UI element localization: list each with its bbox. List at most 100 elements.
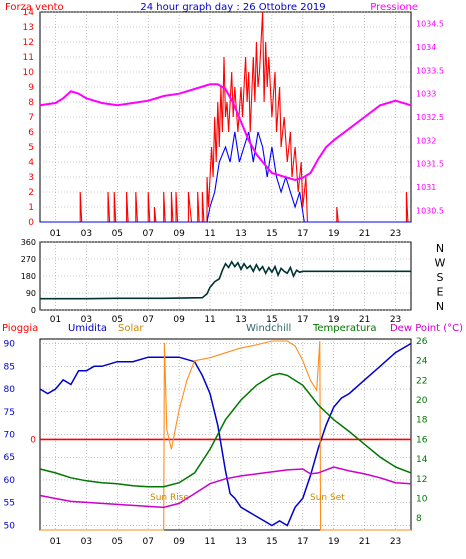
compass-letter: N xyxy=(436,242,444,255)
pressure-ticks: 1030.5 1031 1031.5 1032 1032.5 1033 1033.5 1034… xyxy=(416,20,444,216)
wind-speed-tick-label: 2 xyxy=(28,188,34,198)
direction-tick-label: 180 xyxy=(21,272,36,281)
direction-hour-label: 05 xyxy=(112,315,123,325)
wind-speed-tick-label: 14 xyxy=(23,8,35,18)
wind-speed-tick-label: 0 xyxy=(28,218,34,228)
wind-hour-label: 19 xyxy=(328,229,340,239)
wind-speed-tick-label: 6 xyxy=(28,128,34,138)
wind-hour-label: 13 xyxy=(235,229,246,239)
temperature-tick-label: 10 xyxy=(416,494,428,504)
wind-pressure-series xyxy=(39,11,412,223)
direction-degree-ticks: 0 90 180 270 360 xyxy=(21,238,36,315)
wind-hour-label: 01 xyxy=(50,229,61,239)
wind-hour-label: 17 xyxy=(297,229,308,239)
temperature-tick-label: 12 xyxy=(416,475,427,485)
climate-legend: Pioggia Umidita Solar Windchill Temperat… xyxy=(2,323,463,334)
humidity-tick-label: 60 xyxy=(4,476,16,486)
wind-hour-label: 03 xyxy=(81,229,92,239)
wind-speed-tick-label: 11 xyxy=(23,53,34,63)
climate-series xyxy=(39,340,412,531)
humidity-tick-label: 85 xyxy=(4,362,15,372)
temperature-ticks: 8 10 12 14 16 18 20 22 24 26 xyxy=(416,337,428,524)
direction-hour-label: 03 xyxy=(81,315,92,325)
compass-letter: W xyxy=(435,257,446,270)
pressure-tick-label: 1034 xyxy=(416,43,436,52)
wind-hour-label: 09 xyxy=(173,229,185,239)
wind-hour-label: 23 xyxy=(390,229,401,239)
legend-humidity: Umidita xyxy=(68,323,107,334)
direction-tick-label: 90 xyxy=(26,289,36,298)
pressure-tick-label: 1031 xyxy=(416,183,436,192)
temperature-tick-label: 20 xyxy=(416,396,428,406)
series-line-temperature xyxy=(39,372,412,488)
direction-hour-label: 15 xyxy=(266,315,277,325)
climate-hour-label: 23 xyxy=(390,537,401,547)
legend-dew-point: Dew Point (°C) xyxy=(390,323,463,334)
humidity-tick-label: 80 xyxy=(4,385,16,395)
temperature-tick-label: 24 xyxy=(416,357,428,367)
compass-letter: E xyxy=(437,286,444,299)
climate-hour-label: 21 xyxy=(359,537,370,547)
wind-hour-label: 05 xyxy=(112,229,123,239)
humidity-tick-label: 70 xyxy=(4,431,16,441)
temperature-tick-label: 8 xyxy=(416,514,422,524)
direction-hour-label: 19 xyxy=(328,315,340,325)
legend-windchill: Windchill xyxy=(246,323,291,334)
compass-letter: S xyxy=(437,271,444,284)
climate-hour-label: 13 xyxy=(235,537,246,547)
climate-hour-label: 03 xyxy=(81,537,92,547)
direction-tick-label: 0 xyxy=(31,306,36,315)
wind-speed-tick-label: 5 xyxy=(28,143,34,153)
climate-hour-label: 05 xyxy=(112,537,123,547)
wind-speed-tick-label: 13 xyxy=(23,23,34,33)
sunset-label: Sun Set xyxy=(310,493,345,503)
wind-speed-tick-label: 7 xyxy=(28,113,34,123)
wind-speed-tick-label: 4 xyxy=(28,158,34,168)
climate-hour-ticks: 01 03 05 07 09 11 13 15 17 19 21 23 xyxy=(50,537,402,547)
graph-title: 24 hour graph day : 26 Ottobre 2019 xyxy=(140,2,325,13)
humidity-tick-label: 90 xyxy=(4,340,16,350)
direction-tick-label: 360 xyxy=(21,238,36,247)
pressure-tick-label: 1033 xyxy=(416,90,436,99)
humidity-tick-label: 65 xyxy=(4,453,15,463)
series-line-wind_avg xyxy=(40,131,411,223)
direction-hour-label: 01 xyxy=(50,315,61,325)
compass-letter: N xyxy=(436,300,444,313)
temperature-tick-label: 16 xyxy=(416,435,428,445)
legend-solar: Solar xyxy=(118,323,144,334)
direction-hour-label: 21 xyxy=(359,315,370,325)
wind-speed-tick-label: 1 xyxy=(28,203,34,213)
direction-series xyxy=(40,260,411,300)
direction-hour-ticks: 01 03 05 07 09 11 13 15 17 19 21 23 xyxy=(50,315,402,325)
climate-hour-label: 17 xyxy=(297,537,308,547)
series-line-dewpoint xyxy=(39,466,412,509)
wind-hour-label: 07 xyxy=(142,229,153,239)
direction-hour-label: 23 xyxy=(390,315,401,325)
wind-hour-label: 11 xyxy=(204,229,215,239)
humidity-tick-label: 50 xyxy=(4,521,16,531)
climate-hour-label: 09 xyxy=(173,537,185,547)
humidity-ticks: 50 55 60 65 70 75 80 85 90 0 xyxy=(4,340,37,532)
wind-speed-tick-label: 8 xyxy=(28,98,34,108)
direction-hour-label: 13 xyxy=(235,315,246,325)
pressure-tick-label: 1032 xyxy=(416,136,436,145)
wind-hour-label: 15 xyxy=(266,229,277,239)
wind-hour-label: 21 xyxy=(359,229,370,239)
climate-hour-label: 19 xyxy=(328,537,340,547)
pressure-axis-title: Pressione xyxy=(370,2,418,13)
pressure-tick-label: 1033.5 xyxy=(416,66,444,75)
direction-hour-label: 11 xyxy=(204,315,215,325)
temperature-tick-label: 14 xyxy=(416,455,428,465)
series-line-direction xyxy=(40,260,411,300)
pressure-tick-label: 1034.5 xyxy=(416,20,444,29)
sunrise-label: Sun Rise xyxy=(150,493,189,503)
climate-hour-label: 01 xyxy=(50,537,61,547)
wind-speed-tick-label: 3 xyxy=(28,173,34,183)
climate-hour-label: 15 xyxy=(266,537,277,547)
climate-hour-label: 11 xyxy=(204,537,215,547)
temperature-tick-label: 22 xyxy=(416,376,427,386)
